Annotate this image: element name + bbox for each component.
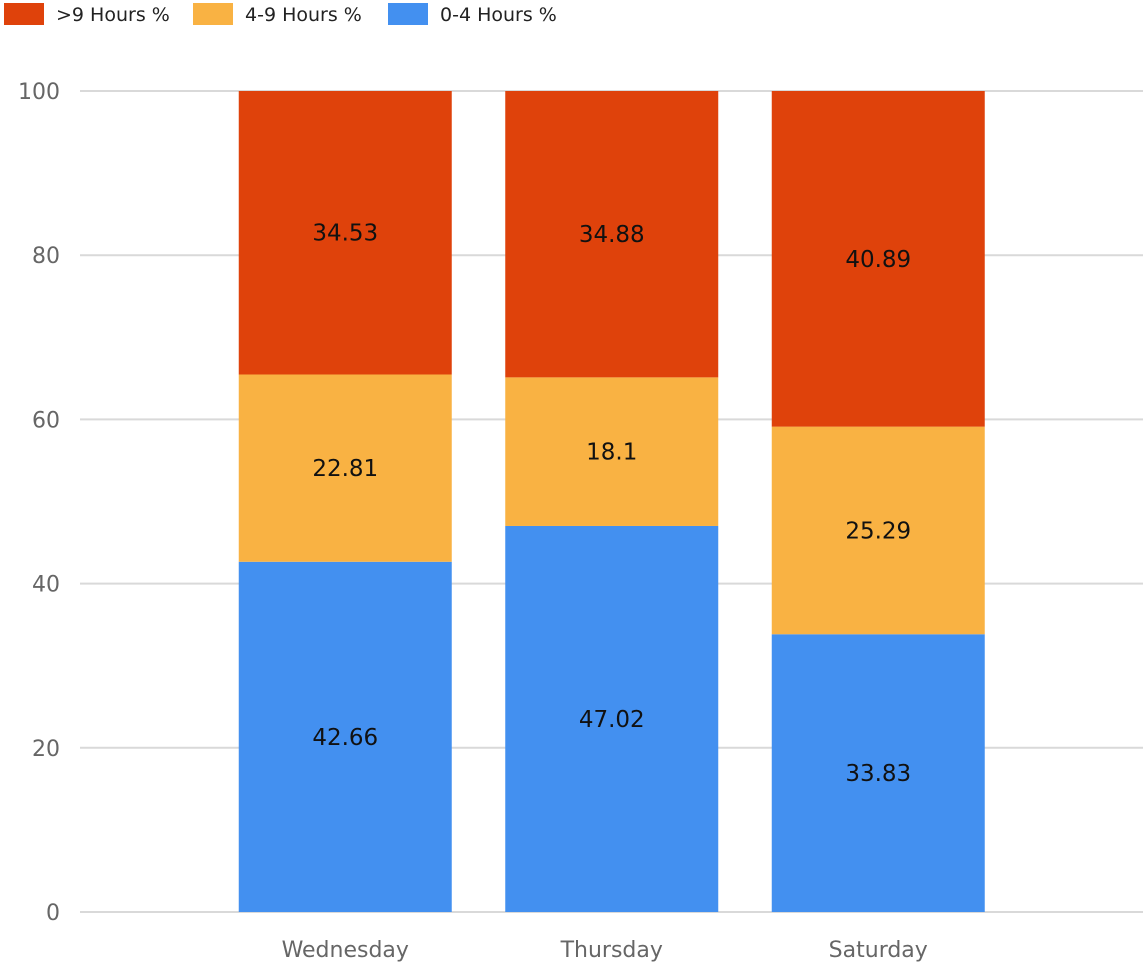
legend-label: 0-4 Hours % (440, 4, 557, 26)
x-axis: Wednesday Thursday Saturday (282, 938, 928, 963)
data-label: 47.02 (579, 707, 645, 733)
legend-item-4-9-hours[interactable]: 4-9 Hours % (193, 3, 362, 26)
legend-swatch (4, 3, 44, 25)
bar-wednesday-9-hours[interactable] (238, 91, 452, 375)
data-label: 34.88 (579, 222, 645, 248)
data-label: 25.29 (845, 518, 911, 544)
data-labels: 42.66 22.81 34.53 47.02 18.1 34.88 33.83 25.29 4… (312, 221, 911, 787)
legend-label: >9 Hours % (56, 4, 170, 26)
y-tick-label: 80 (32, 244, 60, 269)
bar-thursday-9-hours[interactable] (505, 91, 719, 378)
data-label: 40.89 (845, 247, 911, 273)
x-tick-label: Thursday (560, 938, 663, 963)
y-axis: 0 20 40 60 80 100 (18, 80, 60, 926)
y-tick-label: 60 (32, 408, 60, 433)
data-label: 42.66 (312, 725, 378, 751)
y-tick-label: 0 (46, 901, 60, 926)
legend-item-9-hours[interactable]: >9 Hours % (4, 3, 170, 26)
x-tick-label: Wednesday (282, 938, 409, 963)
y-tick-label: 20 (32, 737, 60, 762)
bar-saturday-4-9-hours[interactable] (771, 426, 985, 635)
bar-wednesday-4-9-hours[interactable] (238, 374, 452, 562)
bar-thursday-4-9-hours[interactable] (505, 377, 719, 526)
y-tick-label: 40 (32, 573, 60, 598)
data-label: 18.1 (586, 440, 637, 466)
bar-saturday-0-4-hours[interactable] (771, 634, 985, 912)
legend-swatch (388, 3, 428, 25)
x-tick-label: Saturday (829, 938, 928, 963)
legend-swatch (193, 3, 233, 25)
legend: >9 Hours % 4-9 Hours % 0-4 Hours % (4, 3, 557, 26)
data-label: 22.81 (312, 456, 378, 482)
bar-saturday-9-hours[interactable] (771, 91, 985, 427)
legend-item-0-4-hours[interactable]: 0-4 Hours % (388, 3, 557, 26)
legend-label: 4-9 Hours % (245, 4, 362, 26)
y-tick-label: 100 (18, 80, 60, 105)
data-label: 33.83 (845, 761, 911, 787)
bar-wednesday-0-4-hours[interactable] (238, 561, 452, 912)
data-label: 34.53 (312, 221, 378, 247)
bar-thursday-0-4-hours[interactable] (505, 525, 719, 912)
bars (238, 91, 985, 912)
